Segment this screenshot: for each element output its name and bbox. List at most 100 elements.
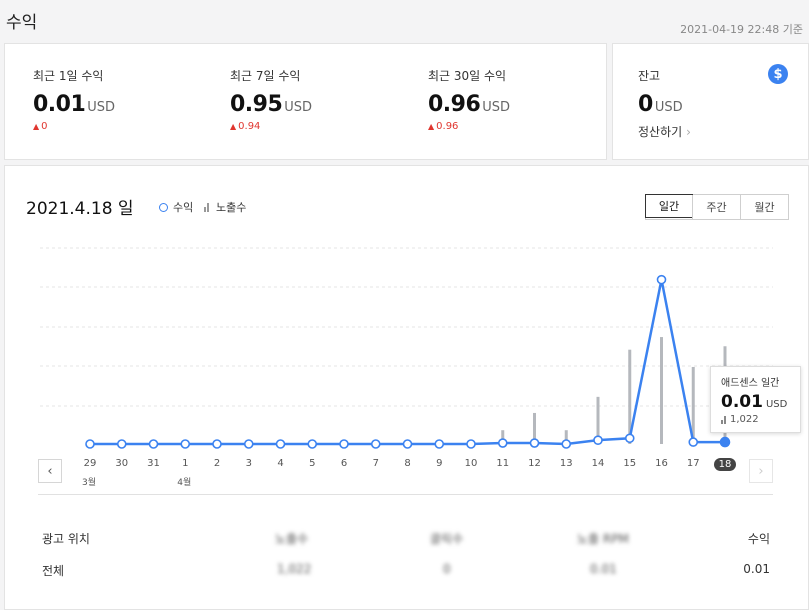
- month-label: 3월: [82, 478, 97, 488]
- revenue-chart: [40, 247, 773, 449]
- revenue-point: [434, 439, 445, 449]
- legend-impressions: 노출수: [204, 199, 246, 215]
- revenue-point: [85, 439, 95, 449]
- x-tick-label: 13: [559, 458, 573, 469]
- period-tabs: 일간 주간 월간: [645, 194, 789, 220]
- settle-label: 정산하기: [638, 125, 683, 139]
- x-tick-label: 5: [309, 458, 316, 469]
- chart-next-button[interactable]: ›: [749, 459, 773, 483]
- balance-label: 잔고: [638, 69, 661, 83]
- legend-impressions-label: 노출수: [216, 201, 247, 214]
- timestamp: 2021-04-19 22:48 기준: [680, 23, 803, 36]
- table-cell-clicks: 0: [443, 562, 451, 576]
- impressions-bar: [501, 430, 505, 444]
- x-tick-label: 1: [182, 458, 189, 469]
- balance-value: 0: [638, 92, 653, 117]
- tooltip-value: 0.01: [721, 392, 763, 412]
- stat-label: 최근 1일 수익: [33, 69, 104, 83]
- stat-value: 0.95: [230, 92, 283, 117]
- impressions-bars: [469, 337, 727, 444]
- legend-revenue: 수익: [159, 199, 193, 215]
- table-cell-rpm: 0.01: [590, 562, 617, 576]
- x-tick-label: 6: [340, 458, 348, 469]
- table-header-impressions: 노출수: [275, 532, 309, 546]
- stat-delta: 0.94: [238, 121, 261, 132]
- x-tick-label: 31: [147, 458, 160, 469]
- chart-date: 2021.4.18 일: [26, 199, 134, 219]
- chart-grid: [40, 247, 773, 407]
- revenue-point: [307, 439, 318, 449]
- stat-unit: USD: [87, 100, 116, 115]
- stat-1day: 최근 1일 수익 0.01 USD ▲ 0: [33, 67, 115, 132]
- table-header-placement: 광고 위치: [42, 532, 90, 546]
- revenue-point: [116, 439, 127, 449]
- up-arrow-icon: ▲: [428, 122, 435, 131]
- month-label: 4월: [177, 478, 192, 488]
- table-header-revenue: 수익: [747, 532, 770, 546]
- revenue-point: [529, 438, 540, 448]
- impressions-bar: [533, 412, 536, 444]
- x-tick-label: 2: [213, 458, 221, 469]
- revenue-point: [688, 437, 699, 447]
- revenue-point: [275, 439, 286, 449]
- revenue-point: [370, 439, 381, 449]
- stat-unit: USD: [482, 100, 511, 115]
- impressions-bar: [660, 337, 663, 444]
- stat-30day: 최근 30일 수익 0.96 USD ▲ 0.96: [428, 67, 510, 132]
- x-tick-label: 14: [591, 458, 605, 469]
- tooltip-impressions: 1,022: [730, 414, 759, 425]
- revenue-point: [212, 439, 222, 449]
- revenue-point: [497, 438, 508, 448]
- revenue-point: [561, 439, 572, 449]
- revenue-point: [719, 436, 731, 448]
- revenue-point: [148, 439, 159, 449]
- chevron-left-icon: ‹: [47, 463, 53, 479]
- stat-label: 최근 7일 수익: [230, 69, 301, 83]
- x-tick-label: 12: [528, 458, 541, 469]
- x-tick-label: 17: [686, 458, 700, 469]
- revenue-point: [466, 439, 476, 449]
- x-tick-label: 9: [436, 458, 443, 469]
- table-cell-revenue: 0.01: [743, 562, 770, 576]
- stat-delta: 0.96: [436, 121, 459, 132]
- dollar-icon[interactable]: $: [768, 64, 788, 84]
- revenue-point: [339, 439, 349, 449]
- balance-card: 잔고 0 USD 정산하기 › $: [612, 43, 809, 160]
- tab-monthly[interactable]: 월간: [740, 195, 788, 219]
- impressions-bar: [691, 366, 695, 444]
- tooltip-unit: USD: [765, 399, 788, 410]
- revenue-point: [593, 435, 603, 445]
- bar-icon: [204, 202, 210, 212]
- x-tick-label: 8: [404, 458, 411, 469]
- page-title: 수익: [6, 13, 38, 33]
- chart-divider: [38, 494, 773, 495]
- table-cell-impressions: 1,022: [277, 562, 312, 576]
- up-arrow-icon: ▲: [230, 122, 237, 131]
- stat-7day: 최근 7일 수익 0.95 USD ▲ 0.94: [230, 67, 312, 132]
- chevron-right-icon: ›: [758, 463, 764, 479]
- tab-daily[interactable]: 일간: [645, 194, 693, 218]
- bar-icon: [721, 415, 727, 424]
- stat-label: 최근 30일 수익: [428, 69, 507, 83]
- chart-prev-button[interactable]: ‹: [38, 459, 62, 483]
- x-tick-label: 7: [372, 458, 379, 469]
- chart-tooltip: 애드센스 일간 0.01 USD 1,022: [710, 366, 801, 433]
- x-tick-label: 4: [277, 458, 284, 469]
- revenue-point: [656, 274, 667, 285]
- stat-value: 0.01: [33, 92, 86, 117]
- balance-unit: USD: [654, 100, 683, 115]
- stat-value: 0.96: [428, 92, 481, 117]
- x-tick-label: 16: [655, 458, 668, 469]
- settle-link[interactable]: 정산하기 ›: [638, 123, 691, 140]
- tab-weekly[interactable]: 주간: [692, 195, 740, 219]
- revenue-point: [624, 433, 635, 444]
- stat-delta: 0: [41, 121, 48, 132]
- up-arrow-icon: ▲: [33, 122, 40, 131]
- impressions-bar: [596, 396, 600, 444]
- chevron-right-icon: ›: [686, 125, 691, 139]
- x-tick-label: 15: [623, 458, 637, 469]
- tooltip-title: 애드센스 일간: [721, 378, 780, 389]
- chart-card: 2021.4.18 일 수익 노출수 일간 주간 월간 ‹ › 29 30 31 1 2…: [4, 165, 809, 610]
- legend-revenue-label: 수익: [173, 201, 194, 214]
- revenue-points: [85, 274, 731, 449]
